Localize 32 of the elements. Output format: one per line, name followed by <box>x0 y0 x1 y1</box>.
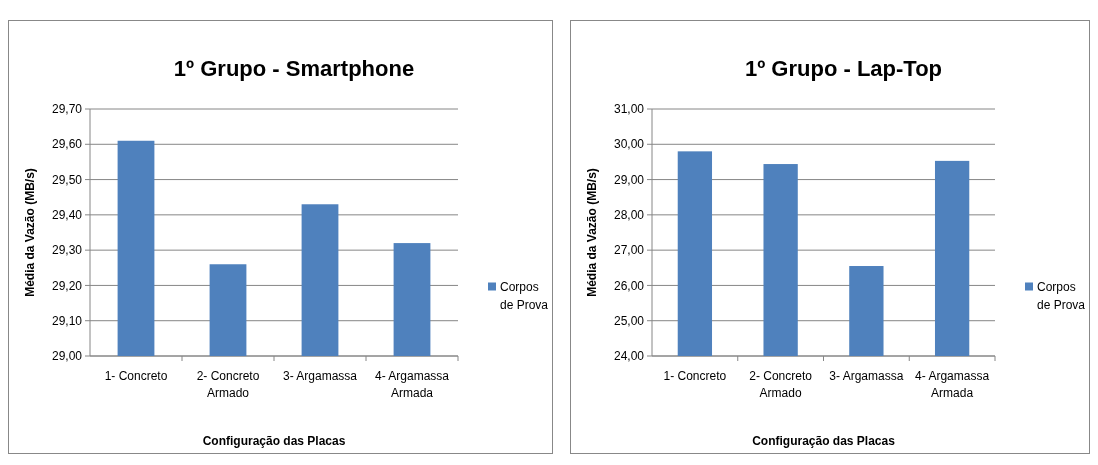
y-axis-title: Média da Vazão (MB/s) <box>585 168 599 297</box>
x-tick-label: 2- Concreto Armado <box>749 369 813 400</box>
x-axis-title: Configuração das Placas <box>752 434 896 448</box>
y-tick-label: 26,00 <box>613 278 645 293</box>
legend-label: Corpos de Prova <box>500 279 549 312</box>
y-tick-label: 25,00 <box>613 313 645 328</box>
x-tick-label: 3- Argamassa <box>282 369 358 383</box>
y-tick-label: 29,50 <box>51 172 83 187</box>
y-tick-label: 29,20 <box>51 278 83 293</box>
y-tick-label: 29,30 <box>51 243 83 258</box>
x-tick-label: 4- Argamassa Armada <box>374 369 450 400</box>
y-tick-label: 27,00 <box>613 243 645 258</box>
y-tick-label: 29,40 <box>51 208 83 223</box>
chart-title: 1º Grupo - Lap-Top <box>744 56 943 81</box>
y-tick-label: 29,00 <box>51 349 83 364</box>
y-tick-label: 29,10 <box>51 313 83 328</box>
y-tick-label: 29,60 <box>51 137 83 152</box>
y-tick-label: 29,70 <box>51 102 83 117</box>
x-tick-label: 2- Concreto Armado <box>196 369 260 400</box>
legend-label: Corpos de Prova <box>1037 279 1086 312</box>
x-tick-label: 1- Concreto <box>104 369 168 383</box>
y-tick-label: 30,00 <box>613 137 645 152</box>
y-tick-label: 28,00 <box>613 208 645 223</box>
y-tick-label: 29,00 <box>613 172 645 187</box>
y-axis-title: Média da Vazão (MB/s) <box>23 168 37 297</box>
x-tick-label: 3- Argamassa <box>829 369 904 383</box>
chart-title: 1º Grupo - Smartphone <box>173 56 415 81</box>
y-tick-label: 24,00 <box>613 349 645 364</box>
x-axis-title: Configuração das Placas <box>202 434 346 448</box>
x-tick-label: 4- Argamassa Armada <box>915 369 990 400</box>
y-tick-label: 31,00 <box>613 102 645 117</box>
x-tick-label: 1- Concreto <box>663 369 727 383</box>
